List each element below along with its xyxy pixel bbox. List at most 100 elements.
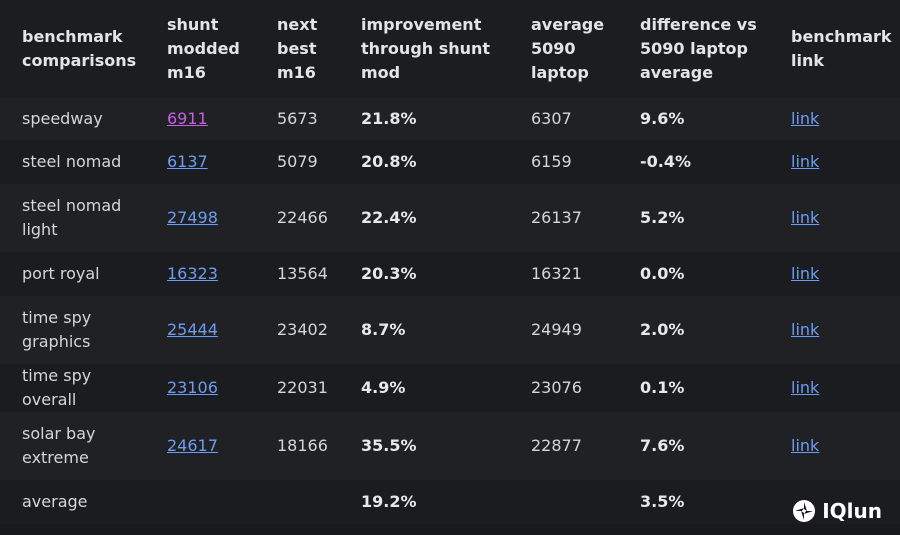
table-cell: 23076 [509,364,618,412]
cell-text: port royal [22,264,100,283]
table-cell: link [769,296,900,364]
table-cell: 20.8% [339,140,509,184]
table-cell: 22466 [255,184,339,252]
table-cell: 2.0% [618,296,769,364]
benchmark-link[interactable]: link [791,320,820,339]
table-cell: 16321 [509,252,618,296]
cell-text: time spy graphics [22,308,92,351]
score-link[interactable]: 24617 [167,436,218,455]
cell-text: 5.2% [640,208,685,227]
cell-text: 6159 [531,152,572,171]
table-cell: 20.3% [339,252,509,296]
cell-text: average [22,492,88,511]
score-link[interactable]: 6137 [167,152,208,171]
table-cell: port royal [0,252,145,296]
cell-text: 4.9% [361,378,406,397]
score-link[interactable]: 16323 [167,264,218,283]
cell-text: 0.1% [640,378,685,397]
table-cell: 22.4% [339,184,509,252]
score-link[interactable]: 6911 [167,109,208,128]
table-cell: 6911 [145,98,255,140]
cell-text: 20.8% [361,152,417,171]
cell-text: 22031 [277,378,328,397]
cell-text: 2.0% [640,320,685,339]
table-cell: average [0,480,145,524]
table-row: port royal 16323 13564 20.3% 16321 0.0% link [0,252,900,296]
table-cell: steel nomad [0,140,145,184]
table-cell [769,480,900,524]
table-cell: 24617 [145,412,255,480]
cell-text: speedway [22,109,103,128]
benchmark-link[interactable]: link [791,208,820,227]
cell-text: 22.4% [361,208,417,227]
table-cell: 21.8% [339,98,509,140]
table-cell: 0.0% [618,252,769,296]
cell-text: 6307 [531,109,572,128]
table-cell: link [769,98,900,140]
table-cell: 22031 [255,364,339,412]
header-cell: average 5090 laptop [509,0,618,98]
table-cell: 23106 [145,364,255,412]
table-cell: time spy graphics [0,296,145,364]
table-cell: 9.6% [618,98,769,140]
score-link[interactable]: 27498 [167,208,218,227]
table-cell: 8.7% [339,296,509,364]
cell-text: 21.8% [361,109,417,128]
table-row: average 19.2% 3.5% [0,480,900,524]
table-row: solar bay extreme 24617 18166 35.5% 22877 7.6… [0,412,900,480]
cell-text: 23076 [531,378,582,397]
benchmark-link[interactable]: link [791,264,820,283]
score-link[interactable]: 25444 [167,320,218,339]
table-cell: solar bay extreme [0,412,145,480]
watermark-icon [793,500,816,522]
cell-text: solar bay extreme [22,424,96,467]
benchmark-link[interactable]: link [791,436,820,455]
benchmark-link[interactable]: link [791,378,820,397]
table-row: time spy overall 23106 22031 4.9% 23076 0.1% l… [0,364,900,412]
table-cell: 35.5% [339,412,509,480]
cell-text: 16321 [531,264,582,283]
table-cell: 19.2% [339,480,509,524]
table-cell: link [769,184,900,252]
table-cell: link [769,252,900,296]
table-cell: 18166 [255,412,339,480]
table-cell: 4.9% [339,364,509,412]
table-cell: 6159 [509,140,618,184]
table-cell: 24949 [509,296,618,364]
benchmark-link[interactable]: link [791,109,820,128]
header-cell: next best m16 [255,0,339,98]
comparison-table: benchmark comparisons shunt modded m16 nex… [0,0,900,524]
cell-text: 18166 [277,436,328,455]
table-cell [145,480,255,524]
cell-text: 35.5% [361,436,417,455]
table-cell: 16323 [145,252,255,296]
cell-text: steel nomad [22,152,122,171]
table-row: steel nomad light 27498 22466 22.4% 26137 5.2… [0,184,900,252]
cell-text: 5079 [277,152,318,171]
cell-text: 0.0% [640,264,685,283]
table-cell: 5079 [255,140,339,184]
table-row: steel nomad 6137 5079 20.8% 6159 -0.4% link [0,140,900,184]
cell-text: 3.5% [640,492,685,511]
table-cell: speedway [0,98,145,140]
cell-text: 26137 [531,208,582,227]
header-cell: shunt modded m16 [145,0,255,98]
table-cell: 7.6% [618,412,769,480]
table-cell: 23402 [255,296,339,364]
table-cell: -0.4% [618,140,769,184]
table-cell: 25444 [145,296,255,364]
table-cell: 5.2% [618,184,769,252]
table-cell: 6307 [509,98,618,140]
table-cell: 13564 [255,252,339,296]
benchmark-link[interactable]: link [791,152,820,171]
score-link[interactable]: 23106 [167,378,218,397]
watermark-text: IQlun [822,499,882,523]
table-cell: link [769,140,900,184]
table-cell [255,480,339,524]
table-cell: link [769,364,900,412]
table-cell: 0.1% [618,364,769,412]
table-cell: time spy overall [0,364,145,412]
cell-text: 20.3% [361,264,417,283]
table-row: time spy graphics 25444 23402 8.7% 24949 2.0%… [0,296,900,364]
